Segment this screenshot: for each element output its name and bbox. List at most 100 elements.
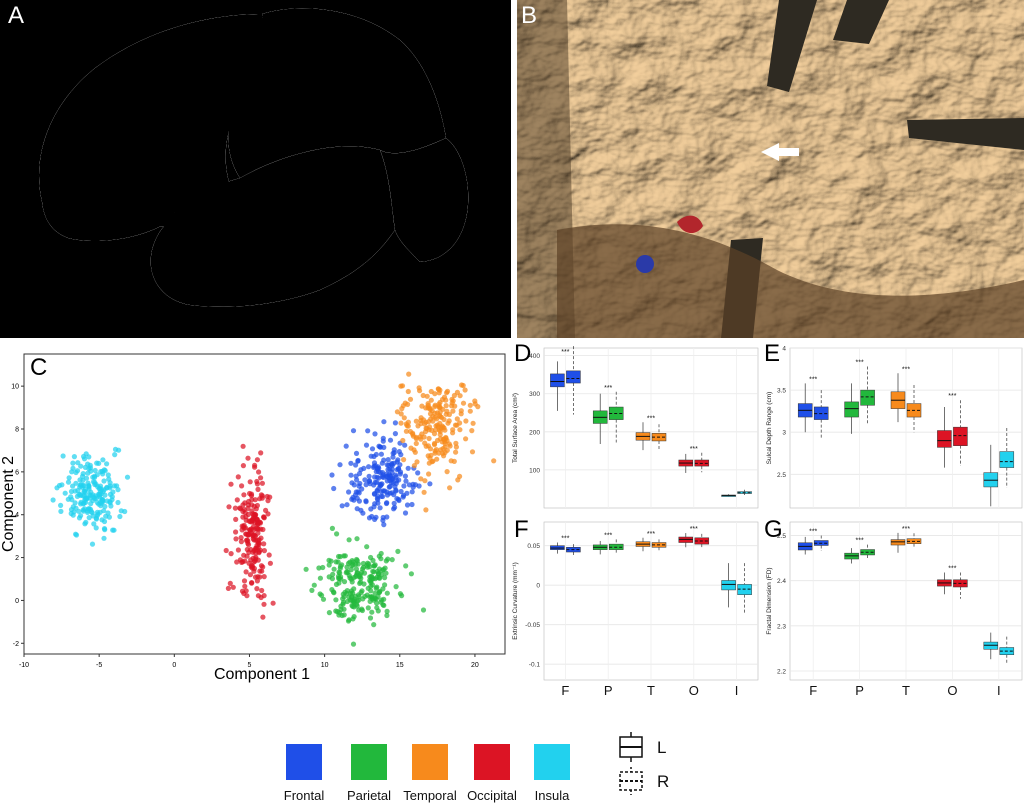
scatter-point bbox=[371, 563, 377, 569]
scatter-point bbox=[252, 574, 259, 580]
x-tick-label: T bbox=[647, 683, 655, 698]
scatter-point bbox=[78, 463, 84, 469]
scatter-point bbox=[373, 514, 379, 520]
scatter-point bbox=[71, 454, 77, 460]
insula-region bbox=[160, 210, 174, 228]
scatter-point bbox=[387, 483, 393, 490]
scatter-point bbox=[376, 566, 382, 572]
scatter-point bbox=[403, 478, 409, 484]
fractal-dimension-boxplot: 2.2 2.3 2.4 2.5 *** F *** P *** T *** O I Fractal Dim… bbox=[766, 521, 1023, 698]
scatter-point bbox=[70, 504, 76, 510]
scatter-point bbox=[90, 513, 96, 519]
scatter-point bbox=[357, 580, 363, 586]
scatter-point bbox=[106, 514, 112, 520]
deep-fissure bbox=[557, 224, 1024, 338]
scatter-point bbox=[107, 491, 114, 497]
scatter-point bbox=[320, 564, 326, 571]
scatter-point bbox=[371, 463, 377, 469]
y-tick-label: 2.3 bbox=[777, 623, 786, 630]
scatter-point bbox=[71, 509, 77, 515]
scatter-point bbox=[374, 495, 380, 501]
scatter-point bbox=[112, 452, 118, 458]
scatter-point bbox=[444, 469, 450, 475]
scatter-point bbox=[255, 593, 261, 599]
scatter-point bbox=[376, 443, 382, 449]
scatter-point bbox=[258, 450, 264, 456]
x-tick-label: F bbox=[809, 683, 817, 698]
scatter-point bbox=[390, 450, 396, 456]
scatter-point bbox=[372, 590, 378, 596]
scatter-point bbox=[246, 549, 252, 555]
scatter-point bbox=[364, 592, 370, 598]
scatter-point bbox=[270, 600, 276, 606]
scatter-point bbox=[234, 497, 240, 503]
scatter-point bbox=[74, 468, 81, 474]
scatter-point bbox=[105, 472, 111, 478]
scatter-point bbox=[353, 462, 359, 468]
scatter-point bbox=[400, 494, 406, 500]
scatter-point bbox=[402, 510, 409, 516]
scatter-point bbox=[382, 488, 388, 494]
scatter-point bbox=[423, 405, 429, 411]
scatter-point bbox=[491, 458, 497, 464]
scatter-point bbox=[410, 430, 416, 436]
scatter-point bbox=[368, 453, 374, 459]
dissection-photo bbox=[517, 0, 1024, 338]
scatter-point bbox=[395, 496, 402, 502]
scatter-point bbox=[384, 608, 390, 614]
significance-label: *** bbox=[561, 349, 569, 356]
scatter-point bbox=[242, 583, 248, 589]
scatter-point bbox=[392, 431, 398, 437]
temporal-lobe bbox=[150, 146, 395, 307]
scatter-point bbox=[384, 590, 390, 596]
legend-label-r: R bbox=[657, 772, 669, 791]
scatter-point bbox=[66, 475, 72, 481]
scatter-point bbox=[62, 490, 68, 496]
scatter-frame bbox=[23, 353, 506, 655]
scatter-point bbox=[50, 497, 56, 503]
scatter-point bbox=[100, 457, 106, 463]
scatter-point bbox=[261, 593, 267, 599]
scatter-point bbox=[420, 392, 426, 399]
x-tick-label: 20 bbox=[471, 662, 479, 669]
y-tick-label: 300 bbox=[529, 391, 540, 398]
scatter-point bbox=[223, 547, 229, 554]
significance-label: *** bbox=[948, 566, 956, 573]
scatter-point bbox=[349, 593, 355, 599]
scatter-point bbox=[329, 472, 335, 478]
legend-frontal: Frontal bbox=[276, 744, 332, 803]
legend-label-temporal: Temporal bbox=[403, 788, 457, 803]
box bbox=[953, 426, 968, 446]
scatter-point bbox=[343, 570, 349, 576]
scatter-point bbox=[254, 457, 260, 463]
scatter-point bbox=[254, 516, 260, 522]
box bbox=[937, 430, 952, 448]
scatter-point bbox=[356, 483, 362, 489]
occipital-lobe bbox=[380, 138, 469, 262]
legend-right-hemisphere: R bbox=[619, 767, 669, 795]
scatter-point bbox=[344, 588, 350, 594]
scatter-point bbox=[261, 541, 267, 547]
scatter-point bbox=[329, 576, 335, 582]
scatter-point bbox=[261, 601, 267, 607]
scatter-point bbox=[237, 557, 243, 563]
scatter-point bbox=[398, 411, 404, 417]
scatter-point bbox=[261, 574, 267, 580]
temporal-swatch bbox=[412, 744, 448, 780]
scatter-point bbox=[427, 481, 433, 487]
scatter-point bbox=[102, 503, 108, 510]
scatter-point bbox=[259, 587, 265, 594]
significance-label: *** bbox=[647, 415, 655, 422]
scatter-point bbox=[395, 457, 401, 463]
scatter-point bbox=[86, 454, 92, 460]
panel-g: 2.2 2.3 2.4 2.5 *** F *** P *** T *** O I Fractal Dim… bbox=[764, 516, 1024, 700]
scatter-point bbox=[91, 521, 97, 527]
panel-label-a: A bbox=[8, 2, 25, 29]
scatter-point bbox=[328, 558, 334, 564]
box bbox=[566, 370, 581, 384]
significance-label: *** bbox=[902, 526, 910, 533]
scatter-point bbox=[371, 595, 378, 601]
scatter-point bbox=[346, 489, 352, 495]
scatter-point bbox=[356, 490, 362, 496]
scatter-point bbox=[241, 525, 247, 531]
